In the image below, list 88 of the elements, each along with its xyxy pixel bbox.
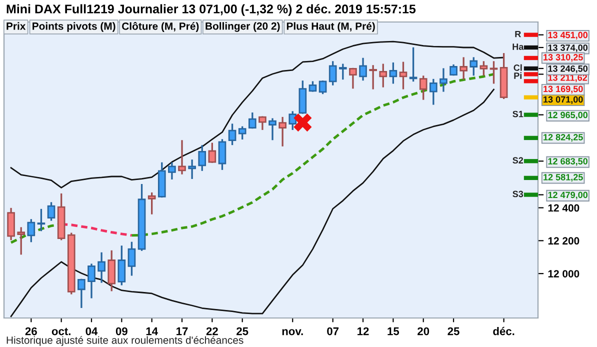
line-series — [10, 88, 494, 318]
y-tick-label: 13 451,00 — [548, 32, 588, 40]
y-tick-label: 13 246,50 — [548, 65, 588, 74]
candlestick — [208, 142, 216, 163]
candlestick — [7, 208, 15, 240]
x-tick-label: oct. — [52, 328, 70, 336]
ref-line-label: 13 071,00 — [544, 96, 583, 104]
candlestick — [409, 47, 418, 82]
candlestick — [198, 145, 206, 171]
y-tick-label: 12 200 — [548, 237, 580, 245]
x-tick-label: 12 — [358, 327, 369, 336]
y-tick-label: 12 479,00 — [548, 192, 588, 200]
ref-line-label: S2 — [512, 157, 524, 164]
candlestick — [108, 250, 116, 292]
candlestick — [47, 202, 56, 221]
x-tick-label: nov. — [282, 329, 303, 336]
candlestick — [278, 116, 286, 146]
candlestick — [349, 68, 357, 89]
ref-line-label: Ha — [512, 44, 524, 50]
candlestick — [168, 162, 176, 180]
y-tick-label: 13 374,00 — [548, 44, 588, 52]
ref-line-label: 13 169,50 — [544, 86, 583, 94]
y-tick-label: 12 683,50 — [548, 158, 588, 166]
candlestick — [118, 246, 126, 286]
annotation: Points pivots (M) — [32, 22, 116, 32]
x-tick-label: 04 — [86, 327, 98, 336]
annotation: Bollinger (20 2) — [206, 22, 280, 32]
ref-line-label: S3 — [512, 190, 524, 198]
ref-line-label: 13 310,25 — [544, 54, 583, 62]
chart-title: Mini DAX Full1219 Journalier 13 071,00 (-1,32 %) 2 déc. 2019 15:57:15 — [6, 4, 416, 16]
candlestick — [288, 111, 297, 130]
candlestick — [98, 252, 106, 283]
x-tick-label: 22 — [206, 327, 218, 336]
x-tick-label: 14 — [146, 327, 158, 336]
x-tick-label: 25 — [236, 327, 248, 336]
ref-line-label: R — [515, 30, 521, 38]
x-tick-label: 09 — [116, 327, 128, 336]
candlestick — [128, 242, 136, 276]
x-tick-label: 07 — [327, 327, 339, 336]
candlestick — [228, 124, 236, 146]
candlestick — [27, 219, 36, 242]
x-tick-label: déc. — [493, 326, 514, 336]
candlestick — [238, 126, 246, 140]
x-tick-label: 20 — [418, 327, 430, 336]
x-tick-label: 26 — [25, 327, 37, 336]
y-tick-label: 12 000 — [548, 270, 580, 278]
candlestick — [178, 140, 186, 174]
candlestick — [399, 62, 408, 90]
y-tick-label: 12 400 — [548, 204, 580, 212]
annotation: Clôture (M, Pré) — [122, 22, 199, 32]
candlestick — [248, 112, 256, 129]
candlestick — [359, 58, 367, 81]
ref-line-label: 12 581,25 — [544, 174, 583, 182]
candlestick — [328, 61, 337, 86]
candlestick — [188, 160, 196, 179]
candlestick — [470, 57, 478, 76]
candlestick — [318, 80, 327, 94]
x-tick-label: 15 — [388, 327, 400, 336]
candlestick — [379, 64, 388, 88]
x-tick-label: 17 — [176, 327, 188, 336]
candlestick — [430, 78, 438, 105]
ref-line-label: Pi — [514, 72, 522, 79]
text: Historique ajusté suite aux roulements d'échéances — [6, 336, 244, 346]
candlestick — [490, 61, 498, 84]
candlestick — [389, 62, 398, 84]
candlestick — [268, 118, 276, 140]
candlestick — [88, 264, 96, 298]
annotation: Plus Haut (M, Pré) — [286, 22, 375, 32]
candlestick — [338, 64, 347, 80]
candlestick — [480, 61, 488, 76]
candlestick — [440, 68, 448, 92]
y-tick-label: 12 965,00 — [548, 112, 588, 120]
candlestick — [258, 116, 266, 130]
ref-line-label: S1 — [512, 110, 524, 118]
candlestick — [460, 57, 468, 80]
candlestick — [369, 65, 377, 90]
ref-line-label: 12 824,25 — [544, 134, 583, 142]
candlestick — [450, 64, 458, 76]
candlestick — [419, 76, 428, 100]
candlestick — [78, 278, 86, 308]
annotation: Prix — [6, 22, 26, 30]
ref-line-label: Cl — [514, 64, 522, 71]
candlestick — [17, 227, 26, 255]
candlestick — [37, 208, 46, 232]
candlestick — [218, 139, 226, 170]
x-tick-label: 25 — [448, 327, 460, 336]
candlestick — [148, 192, 156, 214]
line-series — [10, 40, 505, 188]
